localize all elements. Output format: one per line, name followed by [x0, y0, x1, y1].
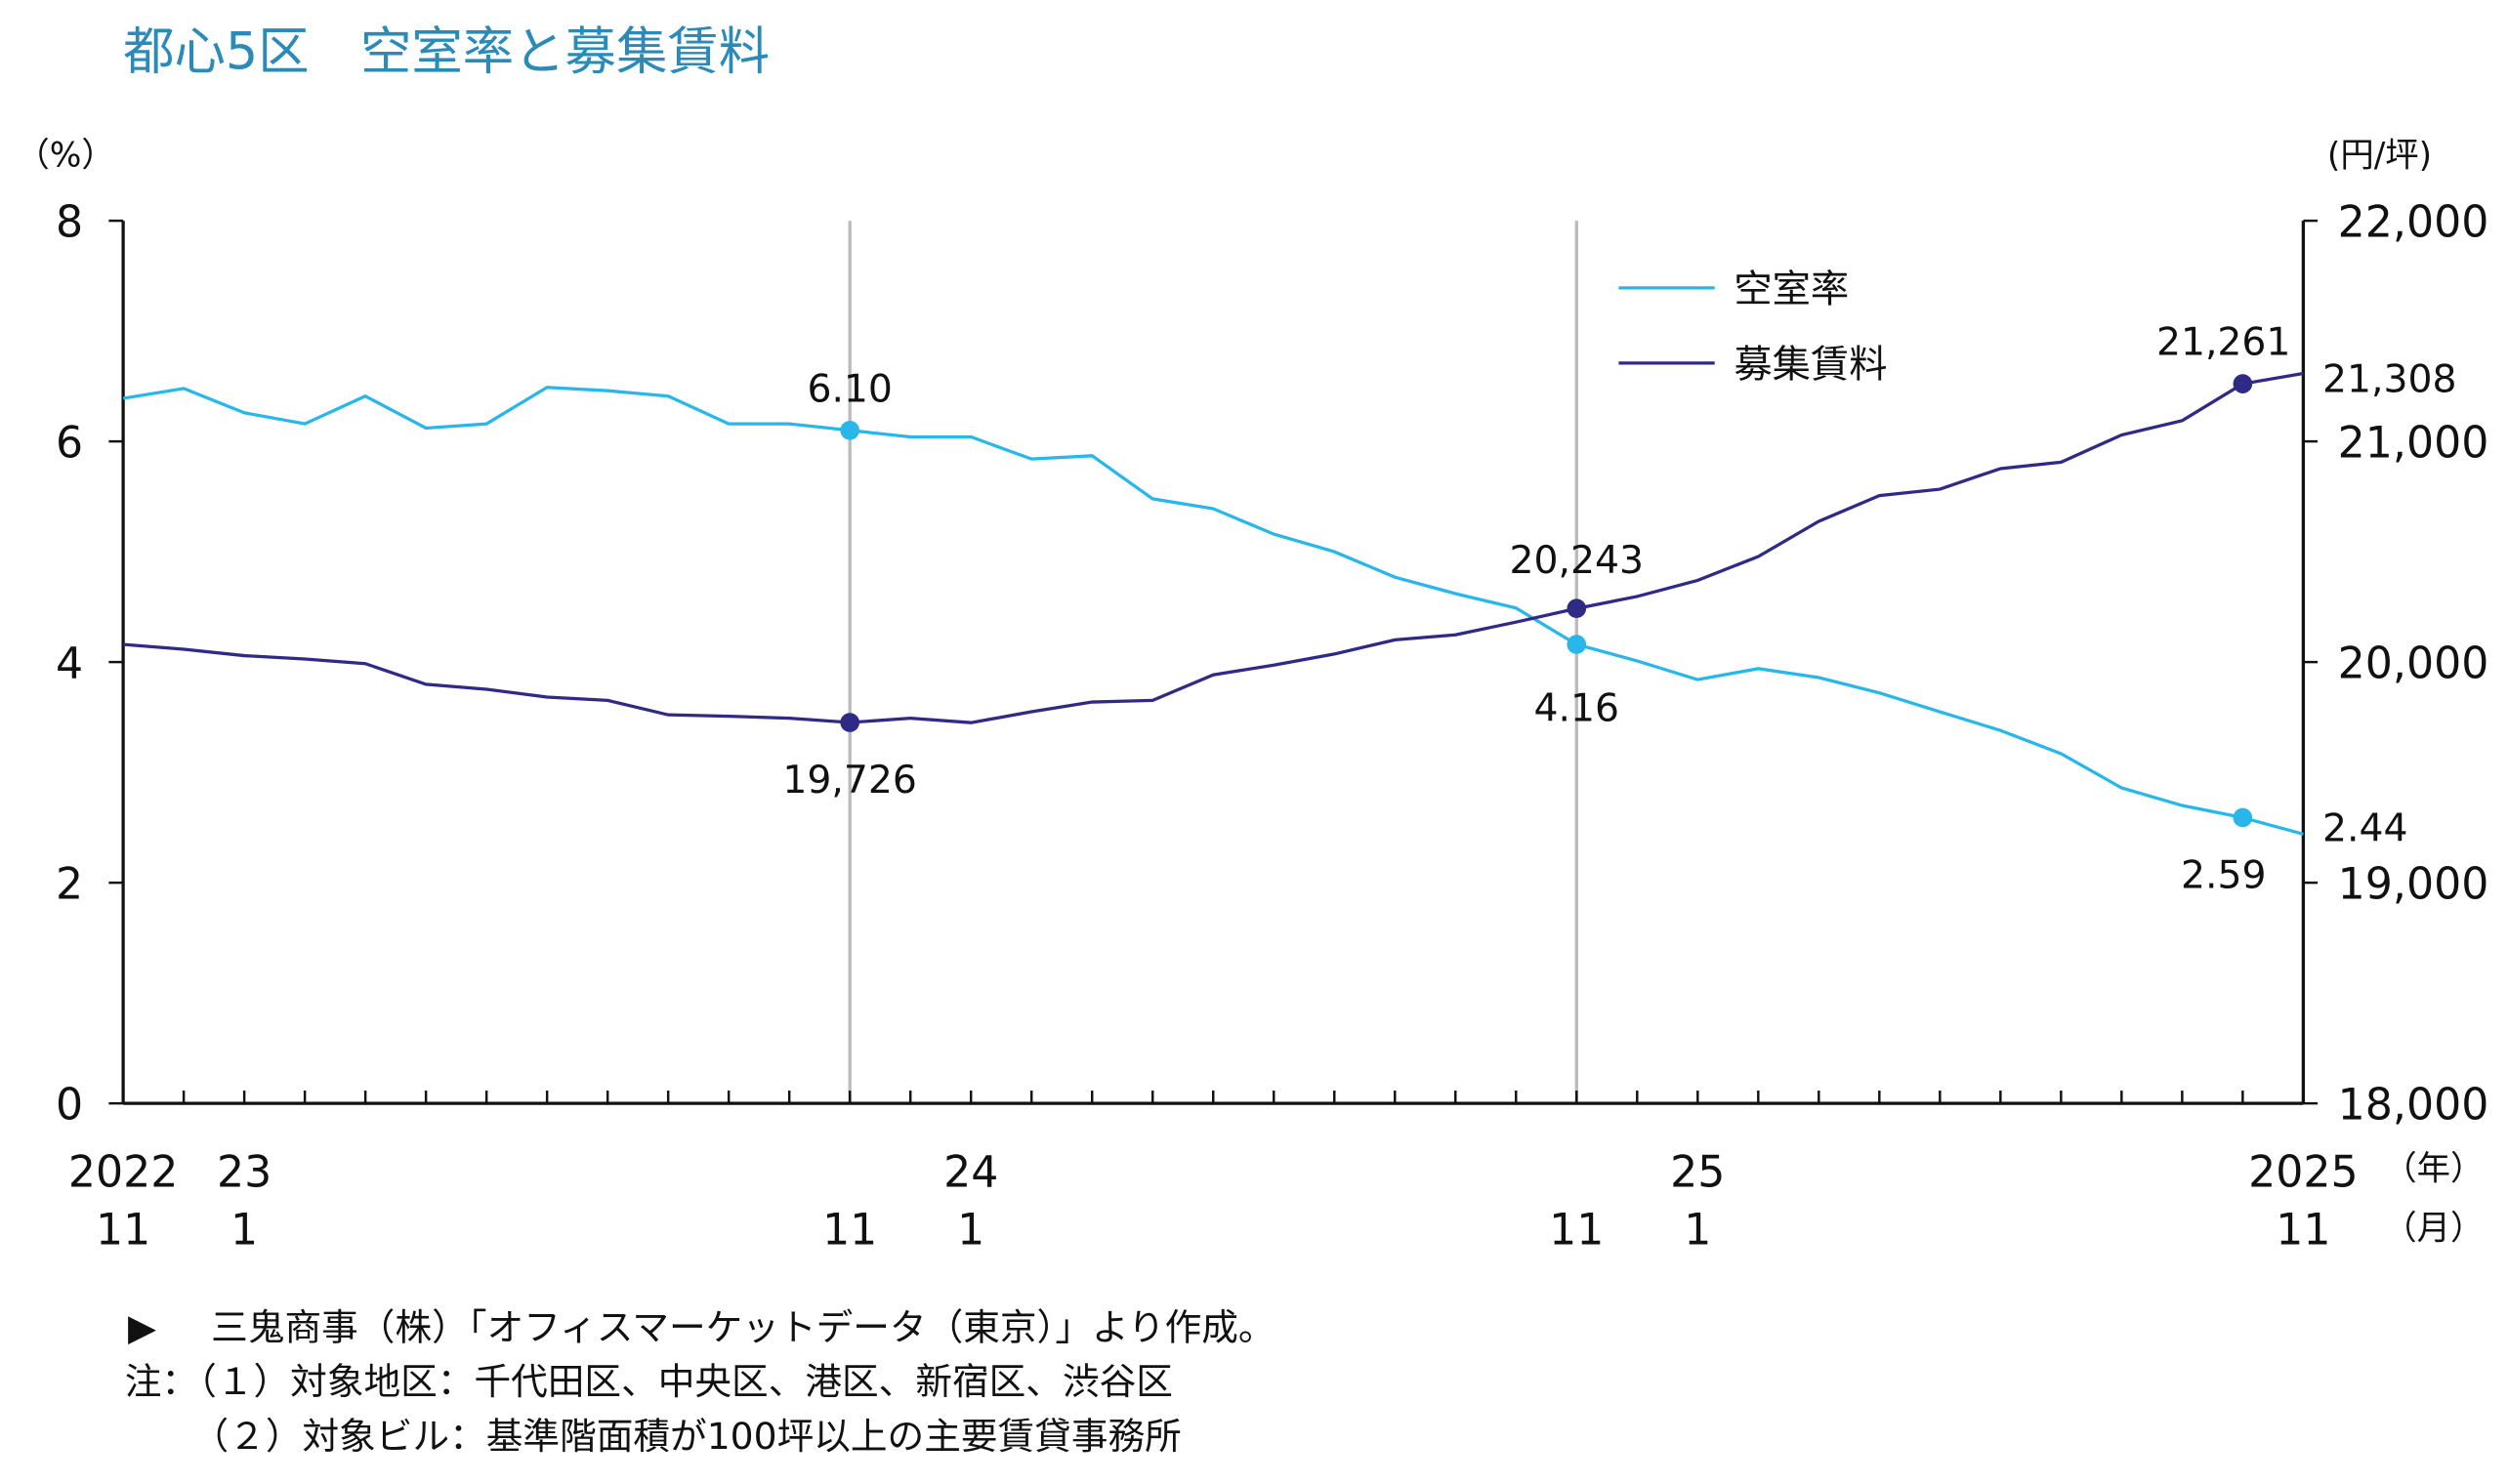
x-month-label: 1 — [230, 1205, 258, 1255]
legend: 空室率 募集賃料 — [1618, 268, 1888, 388]
data-label: 2.59 — [2181, 854, 2267, 898]
x-month-label: 11 — [96, 1205, 150, 1255]
left-axis-unit: （%） — [16, 136, 114, 175]
right-axis-unit: (円/坪) — [2327, 136, 2432, 175]
right-tick-label: 22,000 — [2338, 197, 2489, 247]
left-tick-label: 4 — [56, 639, 83, 688]
highlight-marker — [840, 420, 860, 440]
data-label: 21,261 — [2156, 321, 2291, 365]
highlight-marker — [840, 713, 860, 732]
data-label: 20,243 — [1510, 539, 1645, 583]
end-label-rent: 21,308 — [2322, 357, 2457, 401]
right-tick-label: 21,000 — [2338, 418, 2489, 468]
right-tick-label: 18,000 — [2338, 1081, 2489, 1131]
source-marker: ▶ — [128, 1306, 156, 1349]
right-tick-label: 19,000 — [2338, 860, 2489, 910]
highlight-marker — [2233, 374, 2253, 393]
x-year-label: 2025 — [2248, 1147, 2359, 1197]
x-month-label: 11 — [822, 1205, 877, 1255]
x-year-label: 25 — [1670, 1147, 1725, 1197]
data-label: 19,726 — [782, 759, 917, 803]
markers: 6.10 19,726 20,243 4.16 21,261 2.59 — [782, 321, 2290, 898]
x-year-label: 24 — [943, 1147, 998, 1197]
left-tick-label: 8 — [56, 197, 83, 247]
legend-label-rent: 募集賃料 — [1734, 344, 1887, 388]
x-month-label: 1 — [1684, 1205, 1711, 1255]
highlight-marker — [2233, 807, 2253, 828]
source-note: 三鬼商事（株）「オフィスマーケットデータ（東京）」より作成。 — [211, 1306, 1275, 1349]
x-year-label: 2022 — [68, 1147, 179, 1197]
legend-label-vacancy: 空室率 — [1734, 268, 1849, 312]
x-month-label: 11 — [1549, 1205, 1604, 1255]
data-label: 4.16 — [1534, 687, 1620, 731]
chart-title: 都心5区 空室率と募集賃料 — [123, 22, 770, 82]
highlight-marker — [1567, 635, 1587, 654]
highlight-marker — [1567, 598, 1587, 619]
vacancy-line — [122, 386, 2304, 836]
x-month-unit: （月） — [2383, 1209, 2484, 1248]
left-tick-label: 0 — [56, 1081, 83, 1131]
end-label-vacancy: 2.44 — [2322, 807, 2407, 851]
right-tick-label: 20,000 — [2338, 639, 2489, 688]
left-tick-label: 6 — [56, 418, 83, 468]
x-month-label: 11 — [2276, 1205, 2330, 1255]
data-label: 6.10 — [807, 367, 892, 411]
note-1: 注：（１）対象地区：千代田区、中央区、港区、新宿区、渋谷区 — [125, 1360, 1173, 1403]
series-lines — [122, 371, 2304, 836]
x-year-unit: （年） — [2383, 1150, 2484, 1189]
x-month-label: 1 — [957, 1205, 984, 1255]
left-tick-label: 2 — [56, 860, 83, 910]
note-2: （２）対象ビル：基準階面積が100坪以上の主要賃貸事務所 — [192, 1415, 1182, 1458]
x-year-label: 23 — [217, 1147, 272, 1197]
